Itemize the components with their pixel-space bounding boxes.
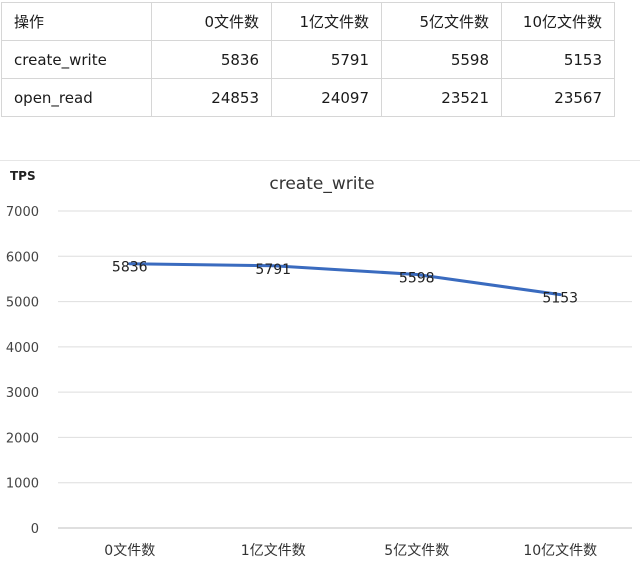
line-chart: 0 1000 2000 3000 4000 5000 6000 7000 0文件数 1亿文件数 5… [6,169,632,559]
y-tick-label: 5000 [6,296,39,311]
table-header-row: 操作 0文件数 1亿文件数 5亿文件数 10亿文件数 [1,2,615,41]
perf-table: 操作 0文件数 1亿文件数 5亿文件数 10亿文件数 create_write … [1,2,615,117]
value-cell: 5791 [271,40,382,79]
chart-panel: 0 1000 2000 3000 4000 5000 6000 7000 0文件数 1亿文件数 5… [0,160,640,565]
data-label: 5836 [112,260,148,276]
data-label: 5153 [542,291,578,307]
value-cell: 24097 [271,78,382,117]
op-cell: create_write [1,40,152,79]
header-cell: 10亿文件数 [501,2,615,41]
data-label: 5598 [399,270,435,286]
value-cell: 5836 [151,40,272,79]
x-tick-label: 1亿文件数 [241,543,306,559]
y-tick-label: 1000 [6,477,39,492]
y-tick-label: 7000 [6,205,39,220]
y-tick-label: 0 [31,522,39,537]
value-cell: 24853 [151,78,272,117]
y-tick-label: 3000 [6,386,39,401]
x-tick-label: 5亿文件数 [384,543,449,559]
y-tick-label: 6000 [6,250,39,265]
table-row: open_read 24853 24097 23521 23567 [1,78,615,117]
header-cell: 1亿文件数 [271,2,382,41]
header-cell: 0文件数 [151,2,272,41]
x-tick-label: 10亿文件数 [523,543,597,559]
chart-title: create_write [269,174,374,194]
y-tick-label: 2000 [6,431,39,446]
header-cell: 5亿文件数 [381,2,502,41]
header-cell-op: 操作 [1,2,152,41]
op-cell: open_read [1,78,152,117]
value-cell: 23521 [381,78,502,117]
value-cell: 23567 [501,78,615,117]
value-cell: 5153 [501,40,615,79]
table-row: create_write 5836 5791 5598 5153 [1,40,615,79]
value-cell: 5598 [381,40,502,79]
series-line [128,262,562,297]
data-label: 5791 [255,262,291,278]
y-axis-title: TPS [10,169,36,183]
y-tick-label: 4000 [6,341,39,356]
x-tick-label: 0文件数 [104,543,155,559]
